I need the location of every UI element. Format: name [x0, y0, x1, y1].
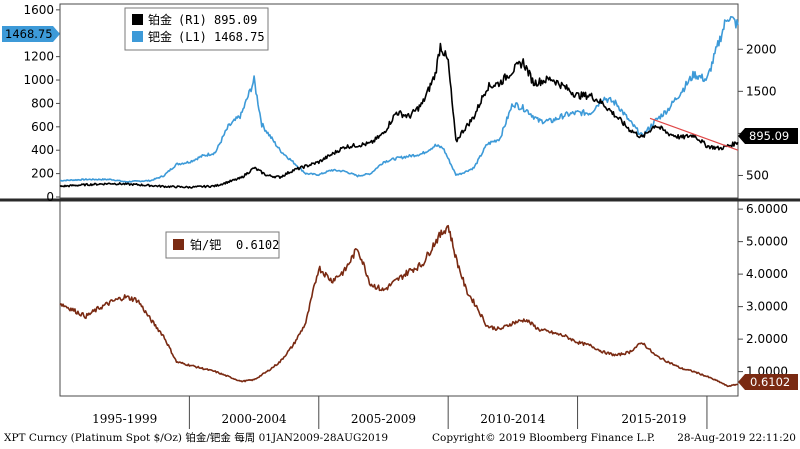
- ratio-tick-label: 6.0000: [746, 202, 788, 216]
- ratio-tick-label: 2.0000: [746, 332, 788, 346]
- y-left-tick-label: 1200: [23, 50, 54, 64]
- y-left-tick-label: 400: [31, 143, 54, 157]
- palladium-legend-axis: (L1): [178, 30, 207, 44]
- svg-text:1468.75: 1468.75: [5, 27, 53, 41]
- y-left-tick-label: 0: [46, 190, 54, 204]
- svg-text:895.09: 895.09: [749, 129, 789, 143]
- platinum-line: [59, 42, 739, 189]
- platinum-value-tag: 895.09: [738, 128, 798, 144]
- ratio-legend-value: 0.6102: [236, 238, 279, 252]
- y-left-tick-label: 800: [31, 96, 54, 110]
- top-legend: 铂金 (R1) 895.09 钯金 (L1) 1468.75: [124, 7, 269, 51]
- footer-timestamp: 28-Aug-2019 22:11:20: [677, 432, 796, 444]
- x-category-label: 1995-1999: [92, 412, 157, 426]
- top-panel-frame: [59, 3, 739, 199]
- y-left-tick-label: 600: [31, 120, 54, 134]
- bottom-legend: 铂/钯 0.6102: [165, 231, 280, 259]
- ratio-legend-name: 铂/钯: [190, 237, 221, 252]
- x-category-label: 2010-2014: [480, 412, 545, 426]
- y-left-tick-label: 1000: [23, 73, 54, 87]
- palladium-value-tag: 1468.75: [2, 26, 60, 42]
- x-category-label: 2000-2004: [222, 412, 287, 426]
- ratio-line: [59, 224, 739, 388]
- footer-source: XPT Curncy (Platinum Spot $/Oz) 铂金/钯金 每周…: [4, 431, 388, 444]
- y-right-tick-label: 2000: [746, 42, 777, 56]
- platinum-trend-line: [649, 117, 739, 151]
- ratio-tick-label: 5.0000: [746, 235, 788, 249]
- y-right-tick-label: 500: [746, 168, 769, 182]
- palladium-legend-value: 1468.75: [214, 30, 265, 44]
- platinum-legend-axis: (R1): [178, 13, 207, 27]
- ratio-tick-label: 4.0000: [746, 267, 788, 281]
- platinum-legend-value: 895.09: [214, 13, 257, 27]
- y-left-tick-label: 200: [31, 167, 54, 181]
- palladium-legend-name: 钯金: [148, 29, 172, 44]
- x-category-label: 2005-2009: [351, 412, 416, 426]
- ratio-tick-label: 3.0000: [746, 300, 788, 314]
- palladium-line: [59, 16, 739, 183]
- palladium-legend-swatch: [132, 31, 143, 42]
- footer-copyright: Copyright© 2019 Bloomberg Finance L.P.: [432, 432, 655, 444]
- ratio-value-tag: 0.6102: [738, 374, 798, 390]
- platinum-legend-swatch: [132, 14, 143, 25]
- y-right-tick-label: 1500: [746, 84, 777, 98]
- x-category-label: 2015-2019: [621, 412, 686, 426]
- ratio-legend-swatch: [173, 239, 184, 250]
- platinum-legend-name: 铂金: [148, 12, 172, 27]
- svg-text:0.6102: 0.6102: [750, 375, 790, 389]
- y-left-tick-label: 1600: [23, 3, 54, 17]
